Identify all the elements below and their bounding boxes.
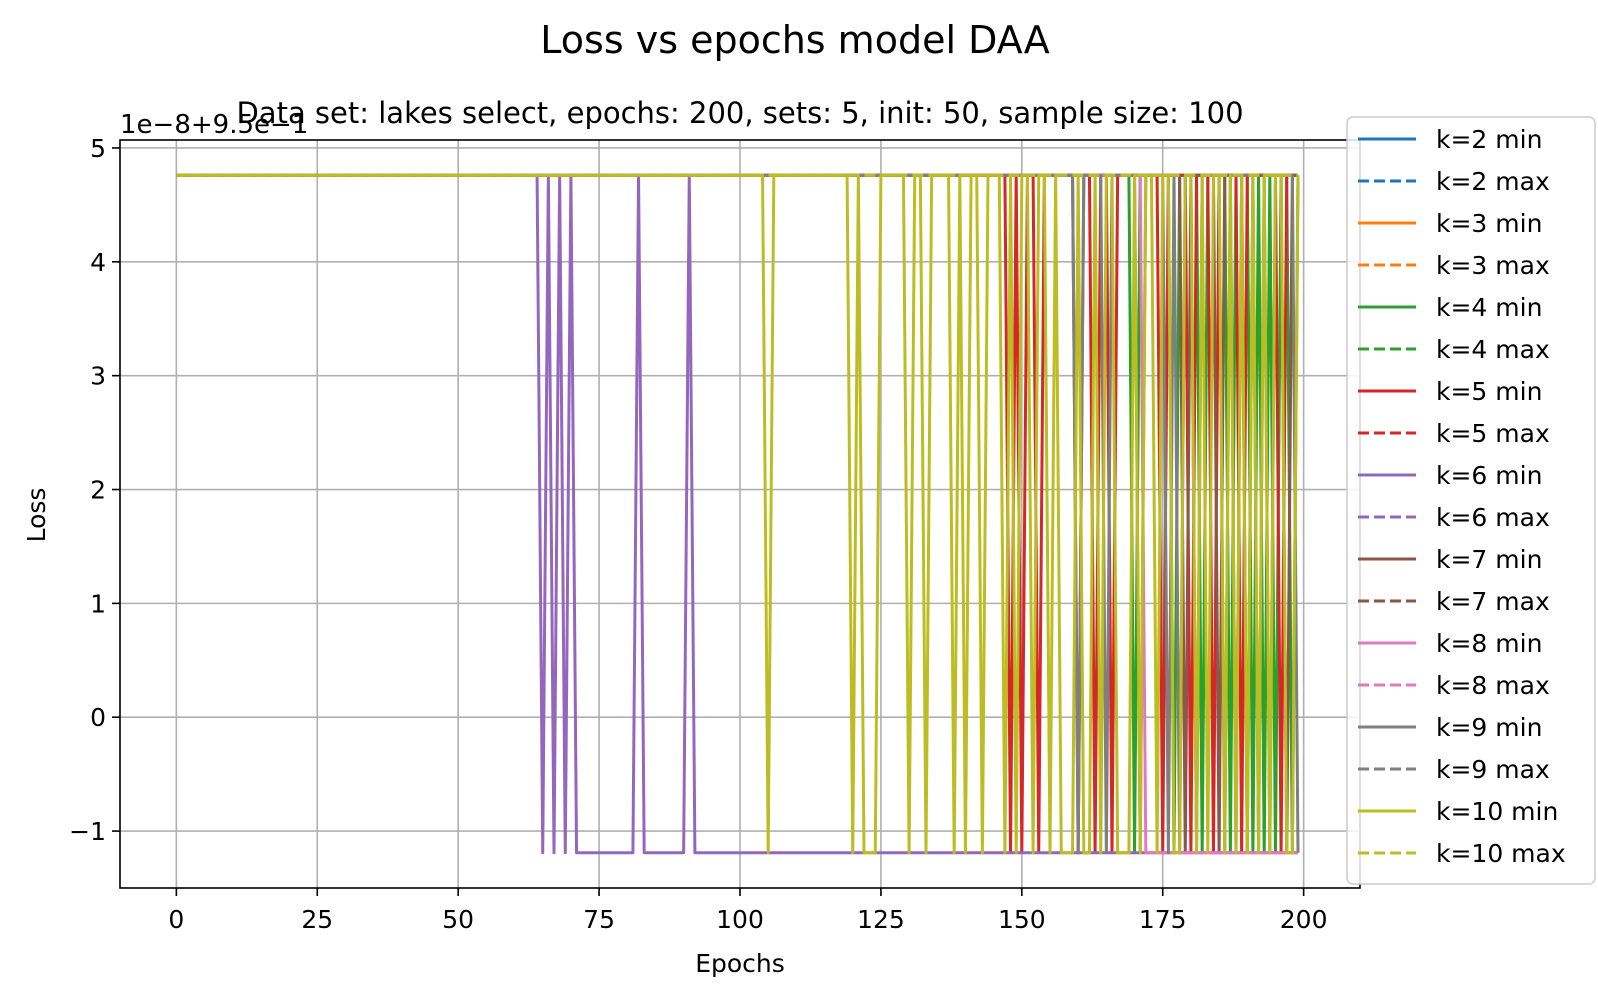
- legend-box: [1346, 116, 1596, 885]
- chart-title: Loss vs epochs model DAA: [540, 18, 1049, 62]
- x-tick-label: 100: [716, 905, 764, 934]
- y-axis-ticks: −1 0 1 2 3 4 5: [69, 134, 120, 846]
- legend-label: k=7 min: [1436, 545, 1542, 574]
- y-axis-label: Loss: [22, 488, 51, 543]
- y-tick-label: 4: [90, 248, 106, 277]
- legend-label: k=10 max: [1436, 839, 1566, 868]
- legend-label: k=8 min: [1436, 629, 1542, 658]
- legend: k=2 min k=2 max k=3 min k=3 max k=4 min k=4 m…: [1346, 116, 1596, 885]
- series-lines: [176, 173, 1300, 855]
- y-tick-label: 2: [90, 476, 106, 505]
- x-tick-label: 50: [442, 905, 474, 934]
- legend-label: k=9 min: [1436, 713, 1542, 742]
- legend-label: k=2 min: [1436, 125, 1542, 154]
- legend-label: k=10 min: [1436, 797, 1558, 826]
- legend-label: k=6 max: [1436, 503, 1550, 532]
- x-tick-label: 25: [301, 905, 333, 934]
- legend-label: k=3 max: [1436, 251, 1550, 280]
- y-offset-label: 1e−8+9.5e−1: [120, 110, 308, 140]
- x-tick-label: 175: [1139, 905, 1187, 934]
- legend-label: k=2 max: [1436, 167, 1550, 196]
- y-tick-label: 5: [90, 134, 106, 163]
- legend-label: k=8 max: [1436, 671, 1550, 700]
- x-tick-label: 150: [998, 905, 1046, 934]
- legend-label: k=9 max: [1436, 755, 1550, 784]
- x-tick-label: 125: [857, 905, 905, 934]
- y-tick-label: 1: [90, 589, 106, 618]
- y-tick-label: −1: [69, 817, 106, 846]
- chart-subtitle: Data set: lakes select, epochs: 200, set…: [236, 96, 1243, 130]
- legend-label: k=6 min: [1436, 461, 1542, 490]
- legend-label: k=5 max: [1436, 419, 1550, 448]
- y-tick-label: 0: [90, 703, 106, 732]
- x-axis-label: Epochs: [695, 949, 785, 978]
- x-tick-label: 200: [1280, 905, 1328, 934]
- legend-label: k=4 max: [1436, 335, 1550, 364]
- legend-label: k=3 min: [1436, 209, 1542, 238]
- x-tick-label: 75: [583, 905, 615, 934]
- x-axis-ticks: 0 25 50 75 100 125 150 175 200: [168, 888, 1327, 934]
- legend-label: k=4 min: [1436, 293, 1542, 322]
- x-tick-label: 0: [168, 905, 184, 934]
- legend-label: k=5 min: [1436, 377, 1542, 406]
- y-tick-label: 3: [90, 362, 106, 391]
- legend-label: k=7 max: [1436, 587, 1550, 616]
